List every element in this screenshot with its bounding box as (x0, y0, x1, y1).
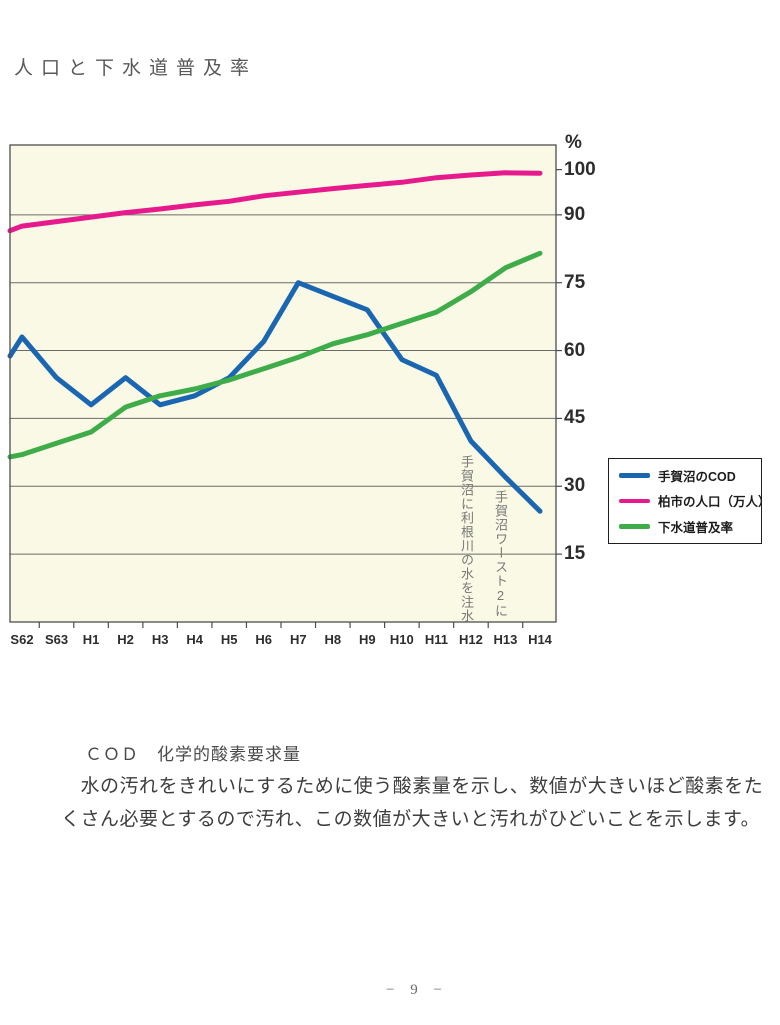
y-axis-label-75: 75 (564, 271, 586, 293)
x-axis-label-H5: H5 (220, 632, 238, 647)
y-axis-label-90: 90 (564, 203, 586, 225)
y-axis-label-30: 30 (564, 475, 586, 497)
annotation-2: 手賀沼ワースト2に (493, 490, 508, 618)
y-axis-label-60: 60 (564, 339, 586, 361)
legend-item-teganuma-cod: 手賀沼のCOD (619, 466, 761, 485)
line-chart-canvas (7, 144, 562, 628)
teganuma-cod-line (7, 280, 543, 514)
x-axis-label-H8: H8 (324, 632, 342, 647)
sewerage-rate-line (7, 250, 543, 460)
plot-background (10, 145, 556, 622)
legend-label: 下水道普及率 (658, 520, 734, 535)
legend-item-kashiwa-population: 柏市の人口（万人） (619, 491, 771, 510)
x-axis-label-S63: S63 (44, 632, 69, 647)
cod-note-heading: ＣＯＤ 化学的酸素要求量 (85, 745, 301, 764)
legend-label: 柏市の人口（万人） (658, 495, 771, 510)
kashiwa-population-line (7, 170, 543, 234)
y-axis-label-15: 15 (564, 543, 586, 565)
x-axis-label-H9: H9 (359, 632, 376, 647)
cod-note-line1: 水の汚れをきれいにするために使う酸素量を示し、数値が大きいほど酸素をた (61, 776, 764, 797)
plot-border (9, 144, 557, 623)
legend-label: 手賀沼のCOD (658, 470, 736, 485)
legend-line-icon (619, 524, 650, 529)
x-axis-label-H6: H6 (255, 632, 273, 647)
y-axis-label-45: 45 (564, 407, 586, 429)
cod-note-line2: くさん必要とするので汚れ、この数値が大きいと汚れがひどいことを示します。 (61, 809, 761, 830)
legend-line-icon (619, 498, 650, 504)
legend-item-sewerage-rate: 下水道普及率 (619, 517, 761, 536)
legend-line-icon (619, 473, 650, 478)
x-axis-label-H10: H10 (389, 632, 414, 647)
x-axis-label-H4: H4 (186, 632, 203, 647)
page-title: 人口と下水道普及率 (14, 58, 258, 79)
x-axis-label-H12: H12 (458, 632, 483, 647)
chart-legend: 手賀沼のCOD 柏市の人口（万人） 下水道普及率 (608, 458, 771, 544)
x-axis-label-H13: H13 (493, 632, 518, 647)
y-axis-unit-label: % (565, 132, 582, 153)
x-axis-label-H11: H11 (424, 632, 448, 647)
y-axis-label-100: 100 (564, 158, 596, 180)
x-axis-label-H3: H3 (151, 632, 169, 647)
x-axis-label-H2: H2 (117, 632, 134, 647)
x-axis-label-H1: H1 (82, 632, 100, 647)
x-axis-label-H14: H14 (528, 632, 552, 647)
page-number: − 9 − (386, 982, 448, 998)
annotation-1: 手賀沼に利根川の水を注水 (459, 455, 474, 623)
x-axis-label-H7: H7 (289, 632, 307, 647)
x-axis-label-S62: S62 (10, 632, 34, 647)
